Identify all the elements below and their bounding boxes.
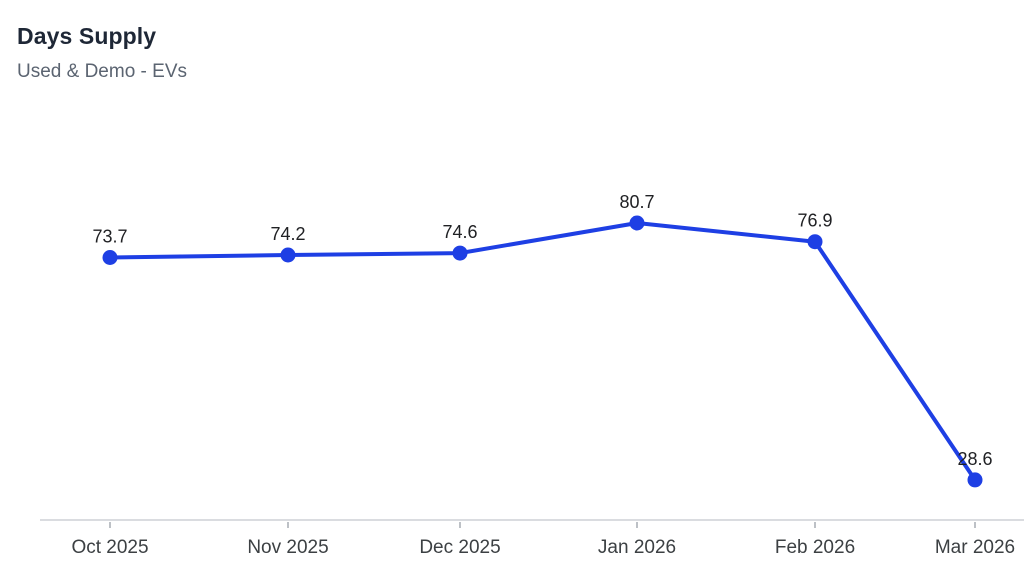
data-point-feb-2026[interactable] <box>807 234 823 250</box>
value-label: 80.7 <box>619 192 654 212</box>
x-tick-label: Mar 2026 <box>935 537 1015 558</box>
chart-header: Days Supply Used & Demo - EVs <box>17 22 187 83</box>
x-tick-label: Jan 2026 <box>598 537 676 558</box>
value-label: 74.2 <box>270 224 305 244</box>
data-point-mar-2026[interactable] <box>967 472 983 488</box>
value-label: 74.6 <box>442 222 477 242</box>
data-point-oct-2025[interactable] <box>102 250 118 265</box>
chart-subtitle: Used & Demo - EVs <box>17 61 187 82</box>
x-tick-label: Nov 2025 <box>247 537 328 558</box>
data-point-nov-2025[interactable] <box>280 247 296 263</box>
x-tick-label: Dec 2025 <box>419 537 500 558</box>
value-label: 73.7 <box>92 227 127 247</box>
data-point-jan-2026[interactable] <box>629 215 645 231</box>
x-tick-label: Feb 2026 <box>775 537 855 558</box>
x-tick-label: Oct 2025 <box>71 537 148 558</box>
data-point-dec-2025[interactable] <box>452 245 468 261</box>
value-label: 28.6 <box>957 449 992 469</box>
series-line <box>108 221 977 482</box>
chart-title: Days Supply <box>17 23 157 49</box>
value-label: 76.9 <box>797 211 832 231</box>
